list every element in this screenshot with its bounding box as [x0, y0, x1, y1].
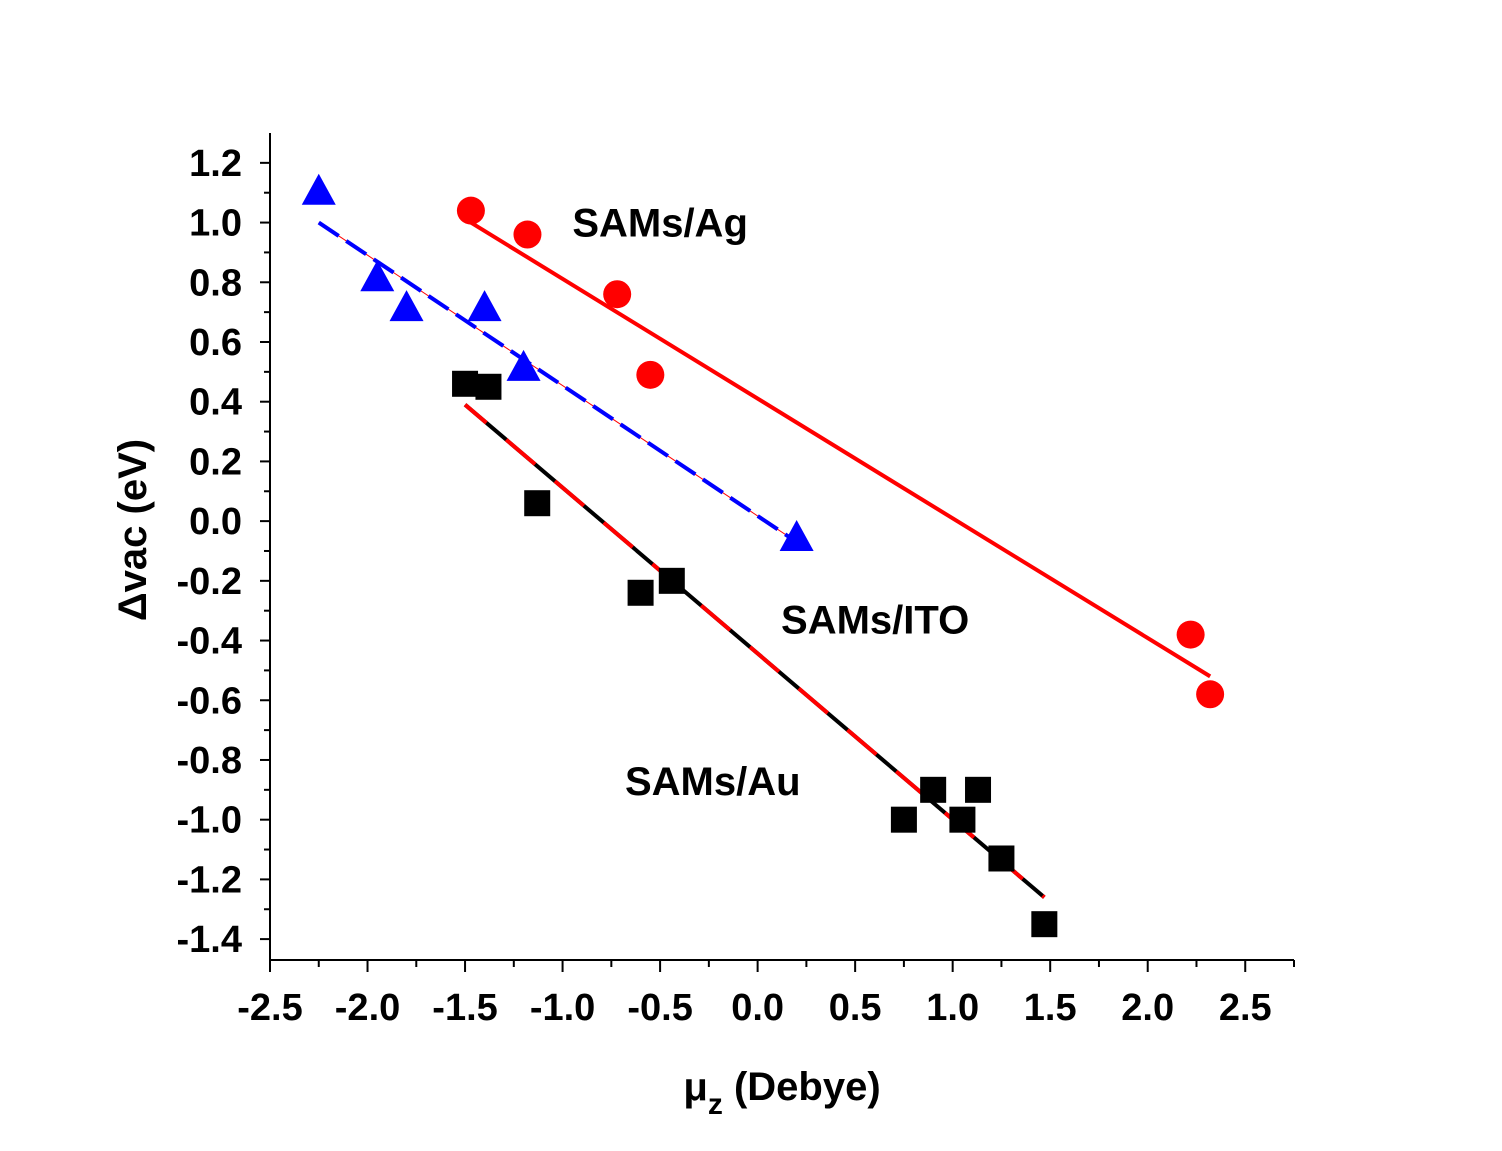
- square-point: [452, 370, 479, 397]
- y-tick-label: -0.6: [177, 680, 242, 722]
- x-axis-title-subscript: z: [708, 1088, 723, 1121]
- circle-point: [603, 280, 632, 309]
- x-tick-label: 0.5: [829, 987, 882, 1029]
- circle-point: [636, 360, 665, 389]
- data-points: [301, 173, 1225, 938]
- triangle-point: [779, 520, 814, 552]
- fit-line-au-overlay: [463, 403, 1046, 899]
- x-axis-title-unit: (Debye): [723, 1065, 881, 1109]
- square-point: [920, 776, 947, 803]
- annotation-label: SAMs/ITO: [781, 599, 969, 643]
- square-point: [524, 490, 551, 517]
- triangle-point: [301, 173, 336, 205]
- y-tick-label: 0.4: [189, 382, 242, 424]
- x-tick-label: -2.0: [335, 987, 400, 1029]
- square-point: [475, 373, 502, 400]
- square-point: [890, 806, 917, 833]
- y-tick-label: -0.2: [177, 561, 242, 603]
- y-tick-label: 1.0: [189, 203, 242, 245]
- fit-lines: [317, 220, 1212, 899]
- square-point: [949, 806, 976, 833]
- triangle-point: [360, 260, 395, 292]
- fit-line-ito: [317, 220, 798, 544]
- circle-point: [1196, 680, 1225, 709]
- x-tick-label: -0.5: [627, 987, 692, 1029]
- fit-line-ag: [469, 220, 1212, 679]
- x-axis-title: μz (Debye): [683, 1065, 880, 1121]
- y-tick-label: 0.8: [189, 262, 242, 304]
- square-point: [988, 845, 1015, 872]
- axes: -1.4 -1.2 -1.0 -0.8 -0.6 -0.4 -0.2 0.0 0.2 0.4 0.6…: [177, 133, 1295, 1029]
- x-axis-title-symbol: μ: [683, 1065, 707, 1109]
- x-tick-label: 0.0: [731, 987, 784, 1029]
- triangle-point: [467, 290, 502, 322]
- y-tick-label: 0.6: [189, 322, 242, 364]
- y-tick-label: -0.8: [177, 740, 242, 782]
- y-tick-label: -0.4: [177, 621, 242, 663]
- y-tick-label: -1.2: [177, 859, 242, 901]
- triangle-point: [389, 290, 424, 322]
- y-tick-label: -1.0: [177, 800, 242, 842]
- x-tick-label: -1.0: [530, 987, 595, 1029]
- square-point: [627, 579, 654, 606]
- y-axis-title: Δvac (eV): [111, 439, 155, 621]
- y-tick-label: 0.0: [189, 501, 242, 543]
- annotation-label: SAMs/Ag: [572, 202, 748, 246]
- square-point: [658, 567, 685, 594]
- square-point: [1031, 911, 1058, 938]
- triangle-point: [506, 349, 541, 381]
- y-tick-label: 1.2: [189, 143, 242, 185]
- circle-point: [456, 196, 485, 225]
- circle-point: [513, 220, 542, 249]
- square-point: [965, 776, 992, 803]
- circle-point: [1176, 620, 1205, 649]
- x-tick-label: 1.0: [926, 987, 979, 1029]
- annotations: SAMs/Ag SAMs/ITO SAMs/Au: [572, 202, 969, 804]
- x-tick-label: -1.5: [432, 987, 497, 1029]
- x-tick-label: 1.5: [1024, 987, 1077, 1029]
- x-tick-label: -2.5: [237, 987, 302, 1029]
- y-tick-label: 0.2: [189, 441, 242, 483]
- x-tick-label: 2.5: [1219, 987, 1272, 1029]
- y-tick-label: -1.4: [177, 919, 242, 961]
- x-tick-label: 2.0: [1121, 987, 1174, 1029]
- annotation-label: SAMs/Au: [625, 760, 801, 804]
